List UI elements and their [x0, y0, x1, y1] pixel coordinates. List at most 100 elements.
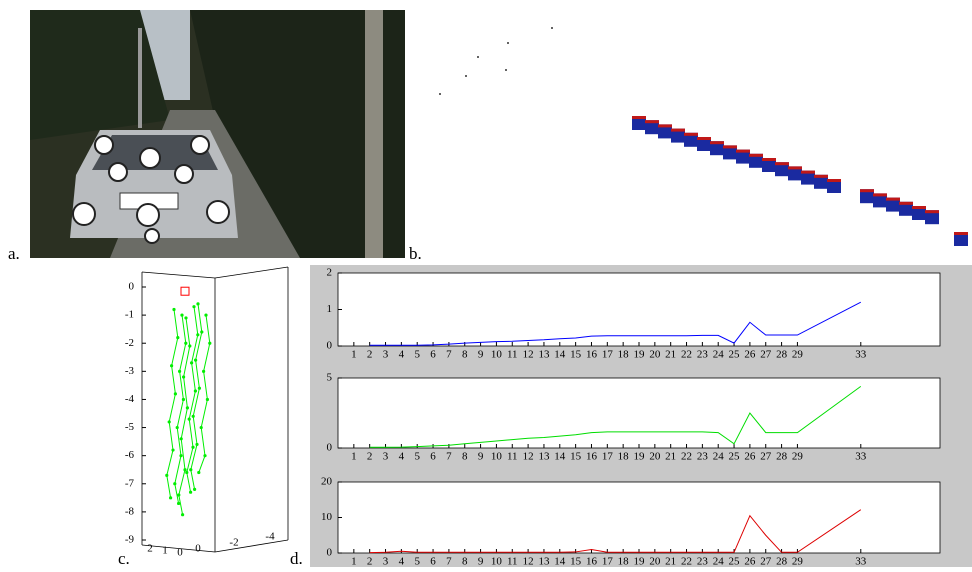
trace-point [171, 448, 174, 451]
y-tick-label: 20 [321, 476, 333, 488]
x-tick-label: 5 [414, 349, 420, 361]
trace-point [181, 513, 184, 516]
y-tick-label: 1 [327, 303, 333, 315]
trace-point [180, 314, 183, 317]
x-tick-label: 4 [399, 451, 405, 463]
cube-top [827, 179, 841, 182]
trace-point [170, 364, 173, 367]
cube-top [710, 141, 724, 144]
x-tick-label: 4 [399, 556, 405, 567]
x-tick-label: 28 [776, 451, 788, 463]
x-tick-label: 22 [681, 451, 692, 463]
x-tick-label: 1 [351, 556, 357, 567]
cube-top [788, 166, 802, 169]
x-tick-label: 10 [491, 556, 503, 567]
axis-line [215, 267, 288, 278]
trace-point [165, 474, 168, 477]
panel-label: c. [118, 549, 130, 567]
trace-point [204, 314, 207, 317]
x-tick-label: 3 [383, 556, 389, 567]
figure: a. b. c. d. 0-1-2-3-4-5-6-7-8-92100-2-40… [0, 0, 972, 567]
x-tick-label: 10 [491, 451, 503, 463]
trace-point [185, 471, 188, 474]
x-tick-label: 8 [462, 556, 468, 567]
x-tick-label: 14 [554, 451, 566, 463]
x-tick-label: 13 [538, 556, 550, 567]
cube-top [736, 150, 750, 153]
x-tick-label: 1 [162, 545, 168, 557]
trace-point [192, 305, 195, 308]
trace-point [206, 398, 209, 401]
photo [30, 10, 405, 258]
cube-top [632, 116, 646, 119]
z-tick-label: -6 [125, 449, 135, 461]
panel-label: a. [8, 244, 20, 263]
z-tick-label: -7 [125, 477, 135, 489]
y-tick-label: -4 [265, 531, 275, 543]
cube-top [671, 129, 685, 132]
trace-point [176, 336, 179, 339]
z-tick-label: 0 [129, 281, 135, 293]
cube-top [775, 162, 789, 165]
x-tick-label: 16 [586, 556, 598, 567]
y-tick-label: 10 [321, 511, 333, 523]
cube-top [860, 189, 874, 192]
point [439, 93, 441, 95]
trace-point [188, 418, 191, 421]
x-tick-label: 2 [367, 451, 373, 463]
x-tick-label: 15 [570, 556, 582, 567]
trace [179, 318, 190, 515]
x-tick-label: 20 [649, 349, 661, 361]
x-tick-label: 6 [430, 451, 436, 463]
x-tick-label: 19 [634, 451, 646, 463]
x-tick-label: 9 [478, 451, 484, 463]
x-tick-label: 24 [713, 451, 725, 463]
trace-point [168, 420, 171, 423]
z-tick-label: -2 [125, 337, 134, 349]
trace-point [194, 358, 197, 361]
x-tick-label: 14 [554, 556, 566, 567]
x-tick-label: 15 [570, 451, 582, 463]
cube-top [645, 120, 659, 123]
x-tick-label: 12 [523, 556, 534, 567]
trace [167, 309, 178, 497]
point [505, 69, 507, 71]
cube-top [873, 193, 887, 196]
x-tick-label: 29 [792, 349, 804, 361]
x-tick-label: 21 [665, 349, 676, 361]
trace-point [191, 446, 194, 449]
x-tick-label: 26 [744, 451, 756, 463]
x-tick-label: 19 [634, 556, 646, 567]
x-tick-label: 7 [446, 556, 452, 567]
trace-point [192, 415, 195, 418]
y-tick-label: -2 [229, 537, 238, 549]
trace-point [177, 493, 180, 496]
x-tick-label: 13 [538, 349, 550, 361]
trace-point [183, 468, 186, 471]
y-tick-label: 2 [327, 267, 333, 279]
x-tick-label: 25 [729, 556, 741, 567]
cube-top [886, 198, 900, 201]
x-tick-label: 11 [507, 349, 518, 361]
cube-top [912, 206, 926, 209]
x-tick-label: 13 [538, 451, 550, 463]
x-tick-label: 8 [462, 349, 468, 361]
x-tick-label: 0 [177, 547, 183, 559]
x-tick-label: 9 [478, 556, 484, 567]
x-tick-label: 11 [507, 556, 518, 567]
trace-point [184, 316, 187, 319]
trace-point [182, 398, 185, 401]
x-tick-label: 14 [554, 349, 566, 361]
trace-point [178, 370, 181, 373]
x-tick-label: 1 [351, 451, 357, 463]
x-tick-label: 33 [855, 556, 867, 567]
cube-top [899, 202, 913, 205]
z-tick-label: -3 [125, 365, 135, 377]
x-tick-label: 15 [570, 349, 582, 361]
x-tick-label: 33 [855, 451, 867, 463]
trace [191, 304, 202, 490]
trace-point [172, 308, 175, 311]
point [551, 27, 553, 29]
x-tick-label: 24 [713, 556, 725, 567]
x-tick-label: 22 [681, 556, 692, 567]
